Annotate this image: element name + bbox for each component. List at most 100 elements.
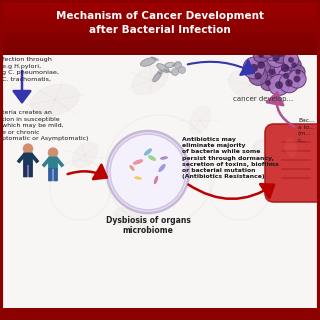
FancyBboxPatch shape bbox=[23, 164, 28, 177]
Ellipse shape bbox=[133, 176, 142, 180]
Ellipse shape bbox=[189, 106, 211, 134]
Circle shape bbox=[267, 49, 285, 68]
Circle shape bbox=[265, 80, 271, 86]
Circle shape bbox=[249, 67, 268, 85]
Circle shape bbox=[281, 64, 289, 72]
Circle shape bbox=[254, 72, 261, 80]
Circle shape bbox=[269, 69, 275, 75]
Ellipse shape bbox=[114, 208, 146, 232]
FancyBboxPatch shape bbox=[0, 48, 320, 49]
Text: teria creates an
tion in susceptible
which may be mild,
e or chronic
ptomatic or: teria creates an tion in susceptible whi… bbox=[2, 110, 89, 141]
FancyBboxPatch shape bbox=[0, 11, 320, 12]
FancyBboxPatch shape bbox=[0, 8, 320, 9]
FancyBboxPatch shape bbox=[53, 168, 58, 181]
Circle shape bbox=[278, 68, 294, 84]
FancyBboxPatch shape bbox=[0, 5, 320, 6]
Circle shape bbox=[250, 64, 258, 72]
FancyBboxPatch shape bbox=[0, 38, 320, 39]
FancyBboxPatch shape bbox=[0, 19, 320, 20]
FancyBboxPatch shape bbox=[0, 35, 320, 36]
Ellipse shape bbox=[285, 138, 297, 158]
Circle shape bbox=[257, 61, 265, 69]
FancyBboxPatch shape bbox=[0, 12, 320, 13]
FancyBboxPatch shape bbox=[0, 23, 320, 24]
Text: Antibiotics may
eliminate majority
of bacteria while some
persist through dorman: Antibiotics may eliminate majority of ba… bbox=[182, 137, 279, 179]
FancyBboxPatch shape bbox=[0, 1, 320, 2]
Circle shape bbox=[274, 57, 296, 79]
Text: fection through
e.g H.pylori,
g C. pneumoniae,
C. trachomatis,: fection through e.g H.pylori, g C. pneum… bbox=[2, 57, 59, 82]
Circle shape bbox=[48, 147, 58, 158]
Circle shape bbox=[174, 61, 181, 68]
Circle shape bbox=[251, 55, 271, 75]
FancyBboxPatch shape bbox=[0, 40, 320, 41]
FancyBboxPatch shape bbox=[0, 20, 320, 21]
Circle shape bbox=[243, 57, 265, 79]
FancyBboxPatch shape bbox=[0, 10, 320, 11]
Text: after Bacterial Infection: after Bacterial Infection bbox=[89, 25, 231, 35]
FancyBboxPatch shape bbox=[0, 41, 320, 42]
Circle shape bbox=[275, 81, 283, 89]
FancyBboxPatch shape bbox=[0, 52, 320, 53]
FancyBboxPatch shape bbox=[0, 42, 320, 43]
Ellipse shape bbox=[148, 155, 156, 161]
Circle shape bbox=[253, 47, 269, 63]
Ellipse shape bbox=[153, 72, 161, 82]
FancyBboxPatch shape bbox=[0, 51, 320, 52]
FancyBboxPatch shape bbox=[0, 34, 320, 35]
Ellipse shape bbox=[143, 148, 153, 156]
Ellipse shape bbox=[140, 58, 156, 66]
Text: Mechanism of Cancer Development: Mechanism of Cancer Development bbox=[56, 11, 264, 21]
Circle shape bbox=[291, 65, 305, 79]
FancyBboxPatch shape bbox=[0, 22, 320, 23]
FancyBboxPatch shape bbox=[265, 124, 320, 202]
Circle shape bbox=[295, 69, 301, 75]
FancyBboxPatch shape bbox=[0, 47, 320, 48]
FancyBboxPatch shape bbox=[0, 39, 320, 40]
Ellipse shape bbox=[72, 142, 98, 168]
FancyBboxPatch shape bbox=[0, 29, 320, 30]
Circle shape bbox=[288, 57, 294, 63]
Circle shape bbox=[268, 75, 290, 95]
Ellipse shape bbox=[158, 164, 166, 172]
FancyBboxPatch shape bbox=[0, 30, 320, 31]
Circle shape bbox=[172, 68, 179, 76]
Ellipse shape bbox=[132, 65, 168, 95]
Circle shape bbox=[259, 42, 275, 58]
Text: cancer develop...: cancer develop... bbox=[233, 96, 293, 102]
Ellipse shape bbox=[165, 62, 175, 68]
FancyBboxPatch shape bbox=[0, 14, 320, 15]
FancyBboxPatch shape bbox=[0, 4, 320, 5]
Circle shape bbox=[272, 54, 280, 61]
Circle shape bbox=[277, 49, 285, 57]
FancyBboxPatch shape bbox=[0, 16, 320, 17]
FancyBboxPatch shape bbox=[0, 7, 320, 8]
FancyBboxPatch shape bbox=[48, 168, 52, 181]
FancyBboxPatch shape bbox=[0, 25, 320, 26]
FancyBboxPatch shape bbox=[0, 9, 320, 10]
Circle shape bbox=[283, 73, 289, 79]
FancyBboxPatch shape bbox=[0, 3, 320, 4]
FancyBboxPatch shape bbox=[0, 18, 320, 19]
FancyBboxPatch shape bbox=[0, 53, 320, 54]
FancyBboxPatch shape bbox=[0, 27, 320, 28]
FancyBboxPatch shape bbox=[0, 17, 320, 18]
FancyBboxPatch shape bbox=[0, 31, 320, 32]
FancyBboxPatch shape bbox=[0, 44, 320, 45]
Circle shape bbox=[285, 79, 293, 87]
FancyBboxPatch shape bbox=[0, 32, 320, 33]
Circle shape bbox=[23, 143, 33, 154]
Circle shape bbox=[293, 76, 300, 83]
Circle shape bbox=[288, 70, 306, 88]
FancyBboxPatch shape bbox=[0, 36, 320, 37]
Circle shape bbox=[260, 76, 276, 91]
Ellipse shape bbox=[129, 165, 135, 171]
FancyBboxPatch shape bbox=[0, 308, 320, 320]
Circle shape bbox=[269, 50, 275, 56]
Ellipse shape bbox=[132, 159, 144, 165]
FancyBboxPatch shape bbox=[0, 49, 320, 50]
FancyBboxPatch shape bbox=[0, 28, 320, 29]
FancyBboxPatch shape bbox=[0, 26, 320, 27]
FancyBboxPatch shape bbox=[0, 0, 320, 1]
FancyBboxPatch shape bbox=[0, 6, 320, 7]
FancyBboxPatch shape bbox=[28, 164, 33, 177]
